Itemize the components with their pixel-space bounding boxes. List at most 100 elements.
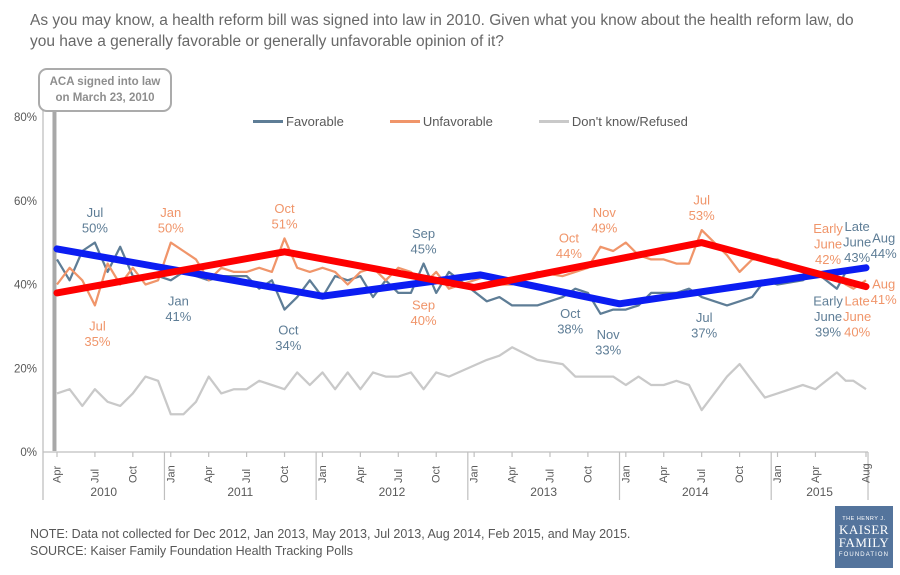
legend-label-favorable: Favorable [286, 114, 344, 129]
svg-text:2010: 2010 [90, 485, 117, 499]
svg-text:34%: 34% [275, 338, 301, 353]
svg-text:Sep: Sep [412, 226, 435, 241]
svg-text:Aug: Aug [860, 463, 872, 483]
aca-annotation-line1: ACA signed into law [49, 76, 161, 88]
svg-text:Apr: Apr [203, 466, 215, 483]
svg-text:42%: 42% [815, 252, 841, 267]
series-dont-know-refused [56, 346, 867, 416]
kff-logo-line3: FAMILY [838, 534, 890, 550]
svg-text:Early: Early [813, 221, 843, 236]
legend-item-favorable: Favorable [253, 114, 344, 129]
x-axis-months: Apr Jul Oct Jan Apr Jul Oct Jan Apr Jul Oct Jan Apr J… [52, 452, 872, 483]
svg-text:44%: 44% [556, 246, 582, 261]
aca-annotation-line2: on March 23, 2010 [55, 92, 155, 104]
svg-text:Jul: Jul [693, 193, 710, 208]
svg-text:Jan: Jan [469, 465, 481, 483]
svg-text:2012: 2012 [379, 485, 406, 499]
svg-text:Apr: Apr [355, 466, 367, 483]
svg-text:33%: 33% [595, 342, 621, 357]
svg-text:Jan: Jan [165, 465, 177, 483]
svg-text:Oct: Oct [431, 466, 443, 483]
svg-text:Apr: Apr [810, 466, 822, 483]
svg-text:Oct: Oct [582, 466, 594, 483]
svg-text:June: June [814, 237, 842, 252]
svg-text:Sep: Sep [412, 298, 435, 313]
svg-text:20%: 20% [14, 363, 37, 375]
svg-text:0%: 0% [20, 447, 37, 459]
svg-text:Jul: Jul [544, 469, 556, 483]
svg-text:Apr: Apr [507, 466, 519, 483]
unfavorable-line-swatch-icon [389, 120, 420, 123]
svg-text:Jul: Jul [89, 469, 101, 483]
svg-text:Jan: Jan [317, 465, 329, 483]
svg-text:38%: 38% [557, 321, 583, 336]
svg-text:50%: 50% [82, 221, 108, 236]
svg-text:Jul: Jul [89, 318, 106, 333]
svg-text:Late: Late [844, 219, 869, 234]
svg-text:Early: Early [813, 293, 843, 308]
svg-text:Jan: Jan [620, 465, 632, 483]
svg-text:2014: 2014 [682, 485, 709, 499]
svg-text:Jul: Jul [696, 310, 713, 325]
svg-text:44%: 44% [871, 246, 897, 261]
svg-text:Jul: Jul [696, 469, 708, 483]
svg-text:Jan: Jan [160, 205, 181, 220]
chart-legend: Favorable Unfavorable Don't know/Refused [253, 114, 688, 129]
svg-text:Oct: Oct [278, 323, 299, 338]
svg-text:June: June [843, 234, 871, 249]
kff-logo: THE HENRY J. KAISER FAMILY FOUNDATION [835, 506, 893, 568]
data-point-labels: Jul50%Jul35%Jan50%Jan41%Oct51%Oct34%Sep4… [82, 193, 897, 358]
svg-text:Oct: Oct [127, 466, 139, 483]
svg-text:Aug: Aug [872, 230, 895, 245]
svg-text:49%: 49% [591, 221, 617, 236]
legend-label-unfavorable: Unfavorable [422, 114, 493, 129]
svg-text:Oct: Oct [560, 306, 581, 321]
legend-item-unfavorable: Unfavorable [389, 114, 493, 129]
svg-text:2015: 2015 [806, 485, 833, 499]
kff-logo-line4: FOUNDATION [838, 551, 890, 558]
svg-text:41%: 41% [165, 309, 191, 324]
svg-text:Apr: Apr [52, 466, 64, 483]
svg-text:Jul: Jul [241, 469, 253, 483]
svg-text:39%: 39% [815, 324, 841, 339]
svg-text:Late: Late [844, 293, 869, 308]
favorable-line-swatch-icon [253, 120, 283, 123]
svg-text:40%: 40% [411, 313, 437, 328]
svg-text:Jul: Jul [87, 205, 104, 220]
svg-text:50%: 50% [158, 221, 184, 236]
y-axis-labels: 0% 20% 40% 60% 80% [14, 112, 37, 459]
dont-know-line-swatch-icon [538, 120, 569, 123]
chart-source: SOURCE: Kaiser Family Foundation Health … [30, 544, 354, 558]
svg-text:Oct: Oct [734, 466, 746, 483]
svg-text:Jan: Jan [772, 465, 784, 483]
legend-item-dont-know: Don't know/Refused [538, 114, 688, 129]
svg-text:Jul: Jul [393, 469, 405, 483]
svg-text:Aug: Aug [872, 277, 895, 292]
svg-text:Nov: Nov [593, 205, 617, 220]
kff-logo-line1: THE HENRY J. [842, 515, 886, 522]
svg-text:35%: 35% [84, 334, 110, 349]
svg-text:80%: 80% [14, 112, 37, 124]
svg-text:45%: 45% [411, 242, 437, 257]
svg-text:2011: 2011 [227, 485, 253, 499]
svg-text:Oct: Oct [274, 201, 295, 216]
svg-text:Oct: Oct [559, 230, 580, 245]
svg-text:53%: 53% [689, 208, 715, 223]
svg-text:51%: 51% [272, 216, 298, 231]
svg-text:Nov: Nov [597, 327, 621, 342]
svg-text:37%: 37% [691, 326, 717, 341]
chart-note: NOTE: Data not collected for Dec 2012, J… [30, 527, 631, 541]
svg-text:Oct: Oct [279, 466, 291, 483]
svg-text:June: June [843, 309, 871, 324]
svg-text:40%: 40% [14, 280, 37, 292]
svg-text:Jan: Jan [168, 293, 189, 308]
trend-unfavorable-trend [53, 239, 870, 297]
aca-annotation-callout: ACA signed into law on March 23, 2010 [38, 68, 172, 112]
svg-text:2013: 2013 [530, 485, 557, 499]
svg-text:43%: 43% [844, 250, 870, 265]
svg-text:40%: 40% [844, 324, 870, 339]
page-title: As you may know, a health reform bill wa… [30, 12, 854, 50]
svg-text:June: June [814, 309, 842, 324]
legend-label-dont-know: Don't know/Refused [571, 114, 688, 129]
